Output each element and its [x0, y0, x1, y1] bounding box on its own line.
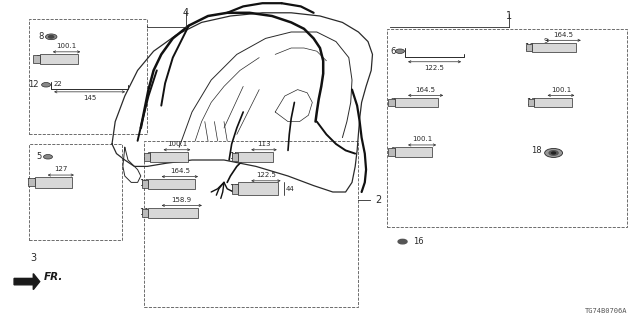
- Text: 3: 3: [30, 253, 36, 263]
- Text: 8: 8: [38, 32, 44, 41]
- Text: 2: 2: [375, 195, 381, 205]
- Text: 14: 14: [26, 178, 36, 187]
- Text: 100.1: 100.1: [551, 87, 571, 92]
- Bar: [395, 98, 438, 107]
- Bar: [532, 43, 576, 52]
- Text: 164.5: 164.5: [170, 168, 190, 174]
- Text: TG74B0706A: TG74B0706A: [585, 308, 627, 314]
- Bar: [395, 147, 432, 157]
- Text: 12: 12: [28, 80, 38, 89]
- Bar: [387, 29, 627, 227]
- Text: 127: 127: [54, 166, 67, 172]
- Text: 4: 4: [182, 8, 189, 18]
- Text: 10: 10: [524, 43, 534, 52]
- Text: 5: 5: [36, 152, 42, 161]
- Text: 164.5: 164.5: [553, 32, 573, 37]
- Text: 16: 16: [413, 237, 424, 246]
- Text: 15: 15: [230, 152, 240, 161]
- Text: 122.5: 122.5: [424, 65, 445, 70]
- Circle shape: [398, 239, 407, 244]
- Bar: [29, 19, 147, 134]
- Bar: [29, 144, 122, 240]
- Text: 113: 113: [257, 141, 271, 147]
- Bar: [534, 98, 572, 107]
- Text: 9: 9: [35, 55, 40, 64]
- Text: 11: 11: [140, 208, 150, 217]
- Bar: [232, 153, 238, 161]
- Circle shape: [49, 36, 54, 38]
- Bar: [33, 55, 40, 63]
- Text: 122.5: 122.5: [256, 172, 276, 178]
- Bar: [528, 99, 534, 106]
- Text: 145: 145: [83, 95, 96, 100]
- Polygon shape: [14, 274, 40, 290]
- Circle shape: [44, 155, 52, 159]
- Bar: [142, 209, 148, 217]
- Circle shape: [45, 34, 57, 40]
- Bar: [150, 152, 188, 162]
- Bar: [526, 44, 532, 51]
- Text: 100.1: 100.1: [412, 136, 432, 142]
- Text: 13: 13: [525, 98, 536, 107]
- Text: 9: 9: [544, 38, 548, 44]
- Bar: [144, 153, 150, 161]
- Text: 17: 17: [228, 184, 239, 193]
- Text: 22: 22: [53, 81, 62, 87]
- Bar: [144, 141, 358, 307]
- Text: 100.1: 100.1: [167, 141, 187, 147]
- Circle shape: [42, 83, 51, 87]
- Text: 9: 9: [147, 152, 152, 161]
- Text: FR.: FR.: [44, 272, 63, 283]
- Bar: [148, 179, 195, 189]
- Circle shape: [552, 152, 556, 154]
- Text: 10: 10: [140, 180, 150, 188]
- Bar: [40, 54, 78, 64]
- Circle shape: [396, 49, 404, 53]
- Bar: [232, 184, 238, 194]
- Bar: [388, 148, 395, 156]
- Text: 158.9: 158.9: [172, 197, 192, 203]
- Circle shape: [549, 151, 558, 155]
- Text: 164.5: 164.5: [415, 87, 436, 92]
- Text: 100.1: 100.1: [56, 43, 77, 49]
- Text: 9: 9: [390, 148, 396, 156]
- Text: 6: 6: [390, 47, 396, 56]
- Text: 44: 44: [286, 186, 295, 192]
- Bar: [35, 177, 72, 188]
- Bar: [388, 99, 395, 106]
- Bar: [148, 208, 198, 218]
- Bar: [142, 180, 148, 188]
- Bar: [238, 152, 273, 162]
- Circle shape: [545, 148, 563, 157]
- Text: 7: 7: [390, 98, 396, 107]
- Bar: [28, 178, 35, 187]
- Text: 18: 18: [531, 146, 542, 155]
- Bar: [238, 182, 278, 195]
- Text: 1: 1: [506, 11, 512, 21]
